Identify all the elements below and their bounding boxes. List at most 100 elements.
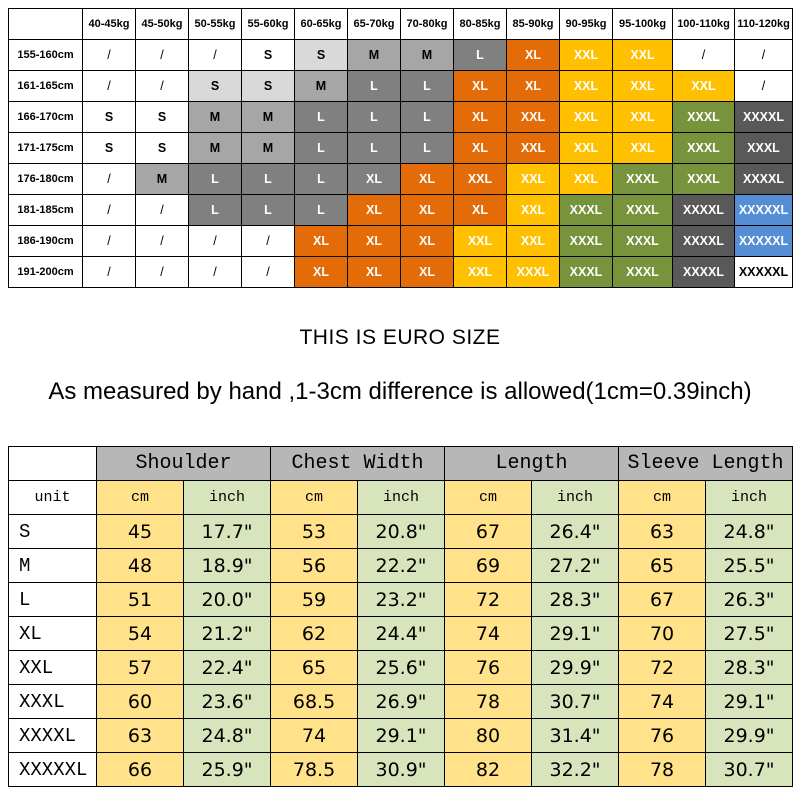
size-cell: M	[241, 101, 295, 133]
size-cell: XXXL	[672, 101, 735, 133]
measure-value: 23.6"	[182, 684, 272, 719]
unit-subheader: cm	[270, 480, 359, 515]
size-cell: /	[734, 70, 793, 102]
measure-value: 82	[444, 752, 533, 787]
measure-value: 51	[96, 582, 184, 617]
measure-row: XXL 57 22.4" 65 25.6" 76 29.9" 72 28.3"	[8, 650, 794, 685]
size-cell: XXL	[559, 70, 613, 102]
size-name-label: XL	[8, 616, 97, 651]
size-cell: XL	[400, 256, 454, 288]
size-cell: S	[241, 39, 295, 71]
measure-group-header: Sleeve Length	[618, 446, 794, 481]
size-cell: XXL	[612, 101, 673, 133]
size-name-label: XXXXL	[8, 718, 97, 753]
size-cell: XXL	[453, 256, 507, 288]
size-cell: L	[347, 70, 401, 102]
size-cell: XXXL	[559, 194, 613, 226]
unit-subheader: inch	[182, 480, 272, 515]
size-cell: XXL	[559, 101, 613, 133]
measure-value: 17.7"	[182, 514, 272, 549]
matrix-row: 171-175cm S S M M L L L XL XXL XXL XXL XXXL XXXL	[8, 132, 793, 164]
size-cell: M	[400, 39, 454, 71]
size-cell: XXL	[559, 163, 613, 195]
size-cell: XXL	[559, 39, 613, 71]
height-range-label: 155-160cm	[8, 39, 83, 71]
measure-value: 22.4"	[182, 650, 272, 685]
size-name-label: M	[8, 548, 97, 583]
measure-value: 29.1"	[705, 684, 794, 719]
size-cell: XXXXL	[672, 256, 735, 288]
size-cell: L	[294, 132, 348, 164]
measure-group-header: Chest Width	[270, 446, 446, 481]
measure-row: XXXXL 63 24.8" 74 29.1" 80 31.4" 76 29.9"	[8, 718, 794, 753]
measure-value: 24.8"	[182, 718, 272, 753]
size-cell: XXL	[612, 132, 673, 164]
measure-value: 29.9"	[705, 718, 794, 753]
size-cell: /	[241, 225, 295, 257]
size-cell: XL	[400, 163, 454, 195]
measure-value: 28.3"	[705, 650, 794, 685]
matrix-corner-cell	[8, 8, 83, 40]
measure-value: 30.7"	[705, 752, 794, 787]
size-cell: L	[347, 132, 401, 164]
weight-range-header: 50-55kg	[188, 8, 242, 40]
size-cell: M	[188, 132, 242, 164]
size-cell: L	[400, 70, 454, 102]
measure-group-header: Shoulder	[95, 446, 272, 481]
weight-range-header: 90-95kg	[559, 8, 613, 40]
size-cell: S	[82, 132, 136, 164]
measure-value: 66	[96, 752, 184, 787]
size-cell: L	[188, 163, 242, 195]
size-cell: /	[241, 256, 295, 288]
measure-value: 24.8"	[705, 514, 794, 549]
measure-subheader-row: unit cm inch cm inch cm inch cm inch	[8, 480, 794, 515]
measure-value: 22.2"	[357, 548, 446, 583]
size-cell: XL	[453, 101, 507, 133]
size-cell: XXXL	[559, 256, 613, 288]
size-cell: S	[241, 70, 295, 102]
measure-value: 48	[96, 548, 184, 583]
measure-value: 26.4"	[531, 514, 620, 549]
size-cell: XXXL	[672, 163, 735, 195]
size-cell: XXL	[453, 163, 507, 195]
size-cell: XL	[347, 194, 401, 226]
unit-subheader: cm	[96, 480, 184, 515]
size-cell: XL	[453, 70, 507, 102]
measure-value: 26.3"	[705, 582, 794, 617]
size-cell: XXXXL	[672, 194, 735, 226]
size-cell: /	[135, 39, 189, 71]
unit-subheader: cm	[618, 480, 707, 515]
measure-value: 27.5"	[705, 616, 794, 651]
measure-value: 80	[444, 718, 533, 753]
measure-value: 60	[96, 684, 184, 719]
size-cell: /	[188, 225, 242, 257]
weight-range-header: 65-70kg	[347, 8, 401, 40]
size-cell: XXL	[506, 194, 560, 226]
measure-value: 57	[96, 650, 184, 685]
size-cell: XXXL	[612, 163, 673, 195]
measure-value: 65	[270, 650, 359, 685]
measure-value: 65	[618, 548, 707, 583]
matrix-row: 186-190cm / / / / XL XL XL XXL XXL XXXL XXXL XXXXL XX…	[8, 225, 793, 257]
size-cell: XL	[400, 194, 454, 226]
size-cell: /	[135, 225, 189, 257]
size-name-label: XXXXXL	[8, 752, 97, 787]
measure-value: 23.2"	[357, 582, 446, 617]
measure-group-header-row: Shoulder Chest Width Length Sleeve Length	[8, 446, 794, 481]
size-cell: XXL	[453, 225, 507, 257]
measure-value: 78.5	[270, 752, 359, 787]
size-cell: /	[672, 39, 735, 71]
size-cell: XXXXL	[734, 163, 793, 195]
size-cell: S	[82, 101, 136, 133]
height-range-label: 166-170cm	[8, 101, 83, 133]
size-cell: L	[241, 163, 295, 195]
size-cell: XXL	[506, 132, 560, 164]
size-name-label: XXXL	[8, 684, 97, 719]
measure-row: L 51 20.0" 59 23.2" 72 28.3" 67 26.3"	[8, 582, 794, 617]
measure-value: 63	[96, 718, 184, 753]
euro-size-title: THIS IS EURO SIZE	[299, 326, 501, 349]
matrix-row: 191-200cm / / / / XL XL XL XXL XXXL XXXL XXXL XXXXL X…	[8, 256, 793, 288]
measure-value: 69	[444, 548, 533, 583]
size-cell: XL	[453, 132, 507, 164]
measure-value: 29.9"	[531, 650, 620, 685]
